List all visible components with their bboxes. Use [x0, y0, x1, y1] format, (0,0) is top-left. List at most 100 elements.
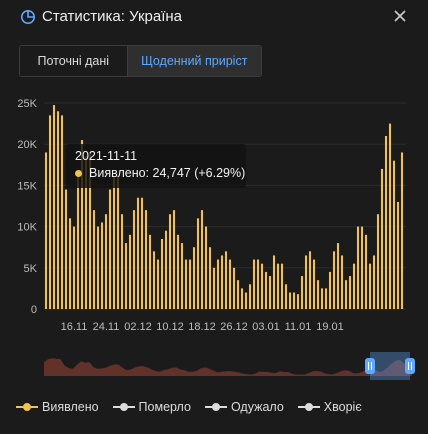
bar[interactable] [116, 177, 120, 309]
bar[interactable] [396, 201, 400, 309]
bar[interactable] [388, 123, 392, 309]
bar[interactable] [88, 152, 92, 309]
bar[interactable] [164, 230, 168, 309]
bar[interactable] [180, 243, 184, 309]
bar[interactable] [344, 280, 348, 309]
bar[interactable] [320, 288, 324, 309]
bar[interactable] [316, 280, 320, 309]
legend-item-detected[interactable]: Виявлено [16, 397, 99, 417]
bar[interactable] [144, 210, 148, 309]
bar[interactable] [184, 259, 188, 309]
bar[interactable] [172, 210, 176, 309]
bar[interactable] [264, 271, 268, 309]
bar[interactable] [80, 140, 84, 309]
bar[interactable] [400, 152, 404, 309]
bar[interactable] [112, 177, 116, 309]
bar[interactable] [60, 115, 64, 309]
bar[interactable] [352, 263, 356, 309]
bar[interactable] [200, 210, 204, 309]
bar[interactable] [192, 247, 196, 309]
bar[interactable] [376, 214, 380, 309]
bar[interactable] [228, 259, 232, 309]
bar[interactable] [268, 276, 272, 309]
bar[interactable] [72, 226, 76, 309]
bar[interactable] [92, 210, 96, 309]
bar[interactable] [384, 135, 388, 309]
bar[interactable] [156, 259, 160, 309]
tab-current-data[interactable]: Поточні дані [20, 46, 128, 76]
bar[interactable] [340, 255, 344, 309]
bar[interactable] [128, 234, 132, 309]
bar[interactable] [224, 251, 228, 309]
bar[interactable] [132, 210, 136, 309]
bar[interactable] [96, 226, 100, 309]
bar[interactable] [68, 218, 72, 309]
bar[interactable] [168, 214, 172, 309]
bar[interactable] [48, 115, 52, 309]
bar[interactable] [204, 226, 208, 309]
bar[interactable] [368, 263, 372, 309]
navigator-handle-left[interactable] [365, 358, 375, 374]
bar[interactable] [260, 263, 264, 309]
bar[interactable] [212, 267, 216, 309]
bar[interactable] [108, 189, 112, 309]
bar[interactable] [372, 255, 376, 309]
bar[interactable] [196, 218, 200, 309]
bar[interactable] [220, 255, 224, 309]
bar[interactable] [360, 226, 364, 309]
bar[interactable] [244, 292, 248, 309]
bar[interactable] [292, 292, 296, 309]
bar[interactable] [308, 251, 312, 309]
bar[interactable] [216, 259, 220, 309]
bar[interactable] [332, 251, 336, 309]
range-navigator[interactable] [0, 350, 428, 386]
bar[interactable] [100, 222, 104, 309]
bar[interactable] [304, 255, 308, 309]
bar[interactable] [64, 189, 68, 309]
bar[interactable] [288, 292, 292, 309]
bar[interactable] [160, 238, 164, 309]
handle-grip[interactable] [365, 358, 375, 374]
bar[interactable] [76, 177, 80, 309]
bar[interactable] [252, 259, 256, 309]
bar[interactable] [136, 197, 140, 309]
handle-grip[interactable] [405, 358, 415, 374]
navigator-selection[interactable] [370, 352, 410, 380]
bar[interactable] [56, 111, 60, 310]
bar[interactable] [380, 168, 384, 309]
bar[interactable] [140, 197, 144, 309]
bar[interactable] [84, 156, 88, 309]
bar[interactable] [272, 255, 276, 309]
legend-item-deaths[interactable]: Померло [112, 397, 191, 417]
bar[interactable] [152, 251, 156, 309]
close-icon[interactable] [392, 8, 408, 24]
bar[interactable] [104, 214, 108, 309]
bar[interactable] [392, 160, 396, 309]
bar[interactable] [232, 267, 236, 309]
bar[interactable] [296, 294, 300, 309]
bar-series-detected[interactable] [44, 105, 404, 310]
bar[interactable] [276, 263, 280, 309]
bar[interactable] [236, 280, 240, 309]
bar[interactable] [300, 276, 304, 309]
bar[interactable] [52, 105, 56, 309]
bar[interactable] [208, 247, 212, 309]
bar[interactable] [176, 234, 180, 309]
bar[interactable] [256, 259, 260, 309]
bar[interactable] [240, 288, 244, 309]
bar[interactable] [284, 284, 288, 309]
legend-item-active[interactable]: Хворіє [297, 397, 362, 417]
bar[interactable] [356, 226, 360, 309]
bar[interactable] [120, 214, 124, 309]
bar[interactable] [328, 271, 332, 309]
bar[interactable] [312, 259, 316, 309]
bar[interactable] [188, 259, 192, 309]
legend-item-recovered[interactable]: Одужало [204, 397, 284, 417]
tab-daily-increase[interactable]: Щоденний приріст [127, 46, 261, 76]
bar[interactable] [364, 234, 368, 309]
bar[interactable] [124, 243, 128, 309]
bar[interactable] [348, 276, 352, 309]
bar[interactable] [44, 152, 48, 309]
bar[interactable] [336, 243, 340, 309]
bar[interactable] [280, 263, 284, 309]
